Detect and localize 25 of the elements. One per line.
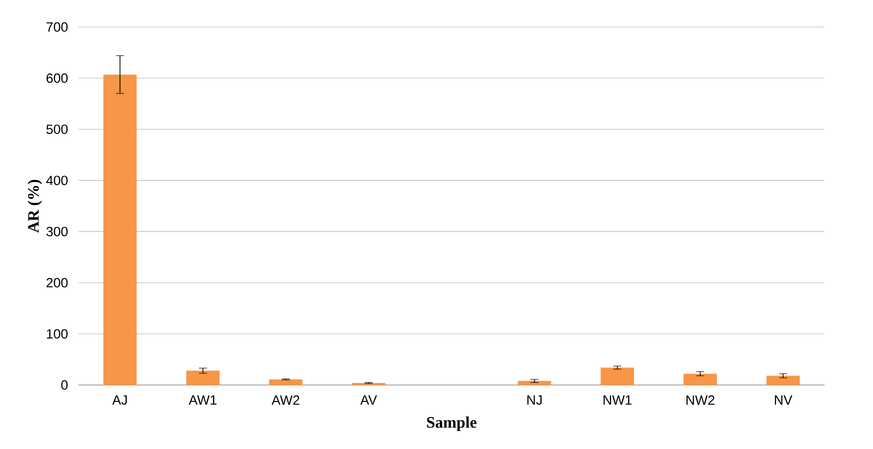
- y-tick-label: 600: [46, 73, 68, 83]
- y-tick-label: 500: [46, 124, 68, 134]
- y-tick-label: 400: [46, 176, 68, 186]
- y-tick-label: 700: [46, 22, 68, 32]
- x-axis-title: Sample: [427, 416, 476, 432]
- x-tick-label: AW2: [272, 395, 300, 405]
- x-tick-label: NJ: [527, 395, 542, 405]
- x-tick-label: NV: [774, 395, 792, 405]
- bar: [600, 368, 634, 385]
- x-tick-label: AV: [360, 395, 378, 405]
- x-tick-label: NW1: [604, 395, 632, 405]
- bar: [766, 376, 800, 385]
- x-tick-label: NW2: [686, 395, 714, 405]
- y-tick-label: 300: [46, 226, 68, 236]
- bar: [684, 374, 717, 385]
- y-tick-label: 100: [46, 329, 68, 339]
- bar: [269, 379, 302, 385]
- bar: [518, 380, 552, 385]
- y-axis-title: AR (%): [28, 180, 42, 233]
- y-tick-label: 0: [61, 380, 68, 390]
- y-tick-label: 200: [46, 278, 68, 288]
- x-tick-label: AJ: [112, 395, 127, 405]
- bar: [186, 370, 220, 385]
- x-tick-label: AW1: [188, 395, 216, 405]
- bar: [103, 74, 137, 385]
